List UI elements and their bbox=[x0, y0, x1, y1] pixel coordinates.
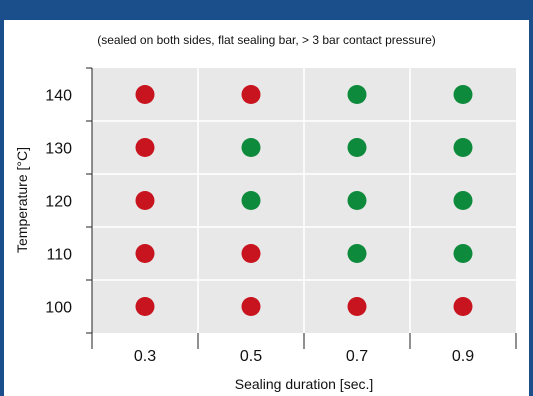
data-point-fail bbox=[135, 85, 155, 104]
axes bbox=[86, 67, 517, 349]
x-tick-label: 0.3 bbox=[134, 348, 156, 365]
y-tick-label: 110 bbox=[46, 247, 72, 264]
data-point-pass bbox=[347, 138, 367, 157]
data-point-fail bbox=[241, 244, 261, 263]
data-point-pass bbox=[453, 138, 473, 157]
data-point-fail bbox=[135, 244, 155, 263]
data-point-fail bbox=[453, 297, 473, 316]
y-tick-label: 140 bbox=[45, 88, 72, 105]
data-point-fail bbox=[135, 138, 155, 157]
data-point-fail bbox=[241, 297, 261, 316]
data-points bbox=[135, 85, 473, 316]
y-axis-title: Temperature [°C] bbox=[14, 147, 30, 253]
x-tick-label: 0.9 bbox=[452, 348, 474, 365]
data-point-fail bbox=[241, 85, 261, 104]
data-point-pass bbox=[347, 85, 367, 104]
data-point-fail bbox=[135, 297, 155, 316]
data-point-fail bbox=[347, 297, 367, 316]
chart-subtitle: (sealed on both sides, flat sealing bar,… bbox=[97, 33, 436, 47]
y-tick-label: 130 bbox=[45, 141, 72, 158]
x-tick-label: 0.7 bbox=[346, 348, 368, 365]
data-point-pass bbox=[347, 244, 367, 263]
data-point-pass bbox=[453, 244, 473, 263]
data-point-pass bbox=[453, 85, 473, 104]
data-point-pass bbox=[241, 191, 261, 210]
x-tick-label: 0.5 bbox=[240, 348, 262, 365]
x-axis-title: Sealing duration [sec.] bbox=[235, 376, 374, 392]
y-tick-label: 100 bbox=[45, 300, 72, 317]
y-tick-label: 120 bbox=[45, 194, 72, 211]
data-point-fail bbox=[135, 191, 155, 210]
grid-lines bbox=[92, 68, 516, 333]
tick-labels: 0.3 0.5 0.7 0.9 100 110 120 130 140 bbox=[45, 88, 474, 366]
data-point-pass bbox=[347, 191, 367, 210]
data-point-pass bbox=[241, 138, 261, 157]
data-point-pass bbox=[453, 191, 473, 210]
